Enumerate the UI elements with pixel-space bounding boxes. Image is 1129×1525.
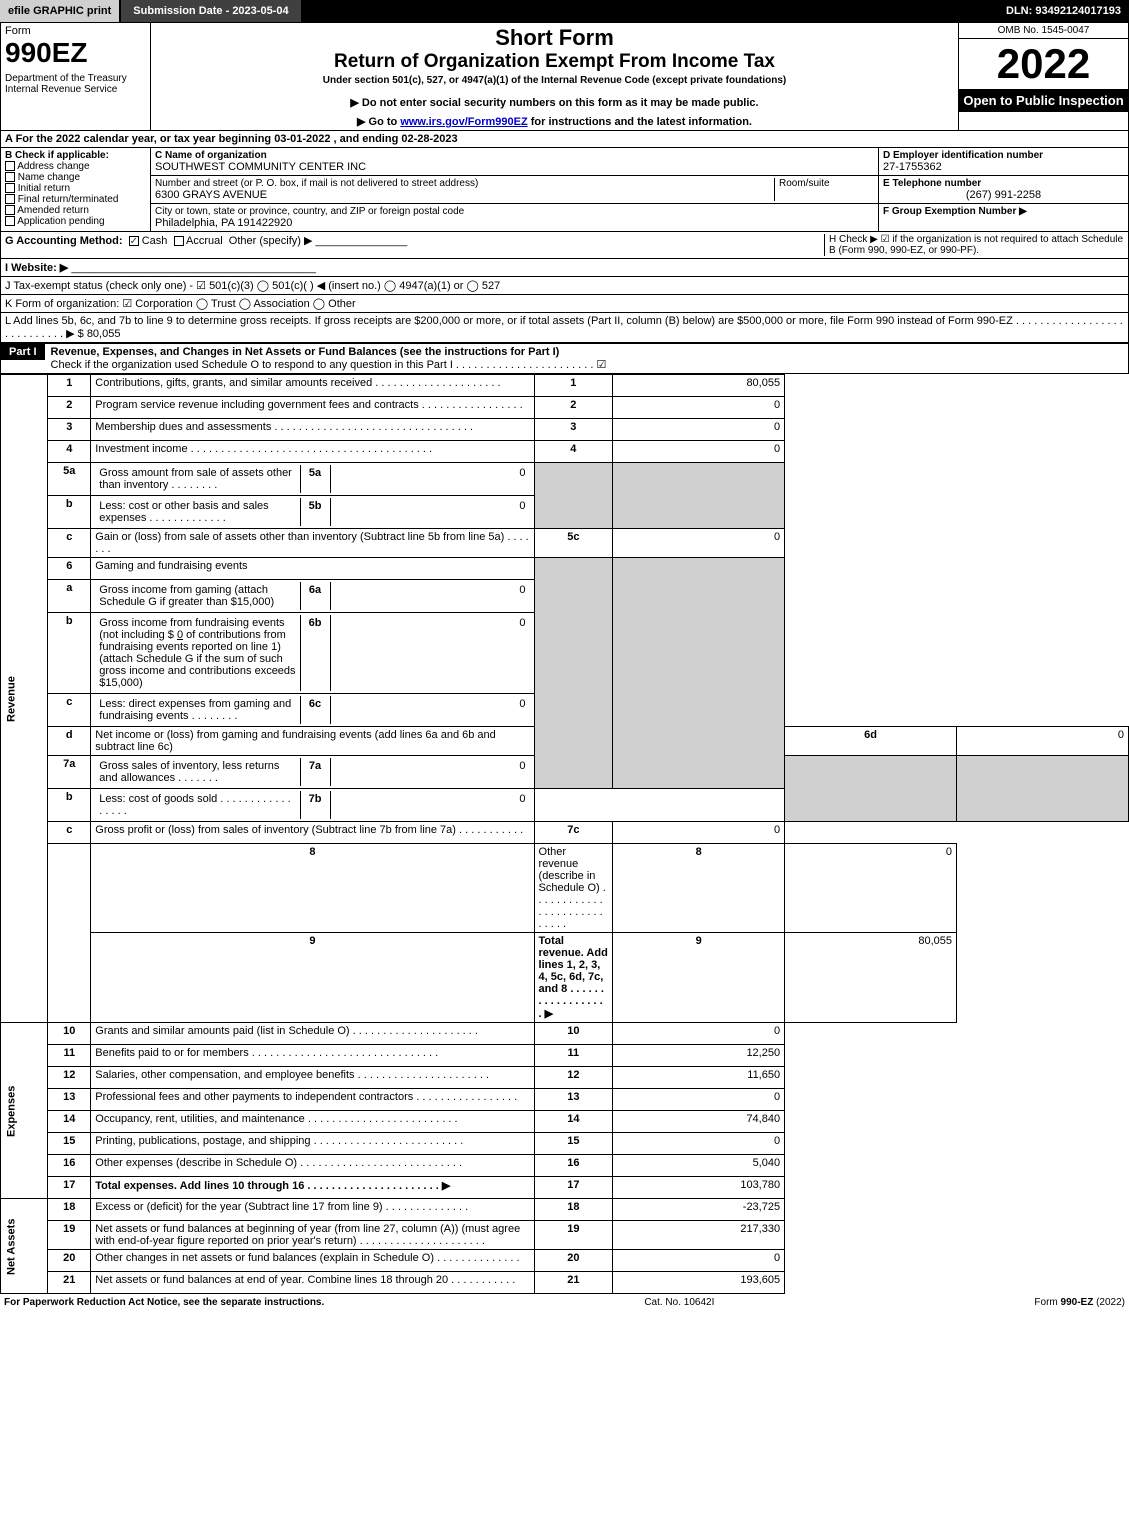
note-ssn: ▶ Do not enter social security numbers o… <box>155 96 954 109</box>
line-6b: Gross income from fundraising events (no… <box>91 613 534 694</box>
short-form-title: Short Form <box>155 25 954 51</box>
line-5a: Gross amount from sale of assets other t… <box>91 463 534 496</box>
org-name: SOUTHWEST COMMUNITY CENTER INC <box>155 161 874 173</box>
line-11: Benefits paid to or for members . . . . … <box>91 1045 534 1067</box>
form-number: 990EZ <box>5 37 146 69</box>
opt-initial[interactable]: Initial return <box>5 183 146 194</box>
room-label: Room/suite <box>774 178 874 201</box>
line-7c: Gross profit or (loss) from sales of inv… <box>91 822 534 844</box>
line-5b: Less: cost or other basis and sales expe… <box>91 496 534 529</box>
line-13: Professional fees and other payments to … <box>91 1089 534 1111</box>
lines-table: Revenue 1 Contributions, gifts, grants, … <box>0 374 1129 1294</box>
line-8: Other revenue (describe in Schedule O) .… <box>534 844 613 933</box>
city-value: Philadelphia, PA 191422920 <box>155 217 874 229</box>
page-footer: For Paperwork Reduction Act Notice, see … <box>0 1294 1129 1311</box>
note-link: ▶ Go to www.irs.gov/Form990EZ for instru… <box>155 115 954 128</box>
revenue-side: Revenue <box>1 375 48 1023</box>
section-gh: G Accounting Method: Cash Accrual Other … <box>0 232 1129 259</box>
f-label: F Group Exemption Number ▶ <box>883 206 1124 217</box>
line-10: Grants and similar amounts paid (list in… <box>91 1023 534 1045</box>
top-bar: efile GRAPHIC print Submission Date - 20… <box>0 0 1129 22</box>
line-6a: Gross income from gaming (attach Schedul… <box>91 580 534 613</box>
dept-label: Department of the Treasury <box>5 73 146 84</box>
line-19: Net assets or fund balances at beginning… <box>91 1221 534 1250</box>
subtitle: Under section 501(c), 527, or 4947(a)(1)… <box>155 75 954 86</box>
line-7b: Less: cost of goods sold . . . . . . . .… <box>91 789 534 822</box>
submission-date: Submission Date - 2023-05-04 <box>121 0 300 22</box>
section-a: A For the 2022 calendar year, or tax yea… <box>0 131 1129 148</box>
line-9: Total revenue. Add lines 1, 2, 3, 4, 5c,… <box>534 933 613 1023</box>
footer-left: For Paperwork Reduction Act Notice, see … <box>4 1297 324 1308</box>
part-i-title: Revenue, Expenses, and Changes in Net As… <box>51 346 560 358</box>
street-label: Number and street (or P. O. box, if mail… <box>155 178 774 189</box>
net-assets-side: Net Assets <box>1 1199 48 1294</box>
section-b-title: B Check if applicable: <box>5 150 146 161</box>
street-value: 6300 GRAYS AVENUE <box>155 189 774 201</box>
line-6: Gaming and fundraising events <box>91 558 534 580</box>
irs-link[interactable]: www.irs.gov/Form990EZ <box>400 116 527 128</box>
section-l: L Add lines 5b, 6c, and 7b to line 9 to … <box>0 313 1129 343</box>
section-i: I Website: ▶ ___________________________… <box>0 259 1129 277</box>
part-i-label: Part I <box>1 344 45 360</box>
line-6c: Less: direct expenses from gaming and fu… <box>91 694 534 727</box>
omb-number: OMB No. 1545-0047 <box>959 23 1128 39</box>
section-j: J Tax-exempt status (check only one) - ☑… <box>0 277 1129 295</box>
form-header: Form 990EZ Department of the Treasury In… <box>0 22 1129 131</box>
inspection-label: Open to Public Inspection <box>959 89 1128 112</box>
opt-final[interactable]: Final return/terminated <box>5 194 146 205</box>
phone-value: (267) 991-2258 <box>883 189 1124 201</box>
return-title: Return of Organization Exempt From Incom… <box>155 51 954 73</box>
line-3: Membership dues and assessments . . . . … <box>91 419 534 441</box>
ein-value: 27-1755362 <box>883 161 1124 173</box>
line-20: Other changes in net assets or fund bala… <box>91 1250 534 1272</box>
line-2: Program service revenue including govern… <box>91 397 534 419</box>
opt-address[interactable]: Address change <box>5 161 146 172</box>
line-14: Occupancy, rent, utilities, and maintena… <box>91 1111 534 1133</box>
part-i-header: Part I Revenue, Expenses, and Changes in… <box>0 343 1129 374</box>
tax-year: 2022 <box>959 39 1128 89</box>
section-k: K Form of organization: ☑ Corporation ◯ … <box>0 295 1129 313</box>
footer-right: Form 990-EZ (2022) <box>1034 1297 1125 1308</box>
e-label: E Telephone number <box>883 178 1124 189</box>
irs-label: Internal Revenue Service <box>5 84 146 95</box>
part-i-subtitle: Check if the organization used Schedule … <box>51 359 607 371</box>
line-16: Other expenses (describe in Schedule O) … <box>91 1155 534 1177</box>
line-1: Contributions, gifts, grants, and simila… <box>91 375 534 397</box>
form-label: Form <box>5 25 146 37</box>
opt-name[interactable]: Name change <box>5 172 146 183</box>
line-6d: Net income or (loss) from gaming and fun… <box>91 727 534 756</box>
dln-label: DLN: 93492124017193 <box>1006 5 1129 17</box>
section-h: H Check ▶ ☑ if the organization is not r… <box>824 234 1124 256</box>
line-7a: Gross sales of inventory, less returns a… <box>91 756 534 789</box>
efile-print-button[interactable]: efile GRAPHIC print <box>0 0 119 22</box>
line-5c: Gain or (loss) from sale of assets other… <box>91 529 534 558</box>
d-label: D Employer identification number <box>883 150 1124 161</box>
city-label: City or town, state or province, country… <box>155 206 874 217</box>
line-21: Net assets or fund balances at end of ye… <box>91 1272 534 1294</box>
opt-pending[interactable]: Application pending <box>5 216 146 227</box>
c-label: C Name of organization <box>155 150 874 161</box>
footer-center: Cat. No. 10642I <box>644 1297 714 1308</box>
line-18: Excess or (deficit) for the year (Subtra… <box>91 1199 534 1221</box>
section-bcdef: B Check if applicable: Address change Na… <box>0 148 1129 232</box>
line-17: Total expenses. Add lines 10 through 16 … <box>91 1177 534 1199</box>
line-4: Investment income . . . . . . . . . . . … <box>91 441 534 463</box>
line-15: Printing, publications, postage, and shi… <box>91 1133 534 1155</box>
line-12: Salaries, other compensation, and employ… <box>91 1067 534 1089</box>
expenses-side: Expenses <box>1 1023 48 1199</box>
opt-amended[interactable]: Amended return <box>5 205 146 216</box>
